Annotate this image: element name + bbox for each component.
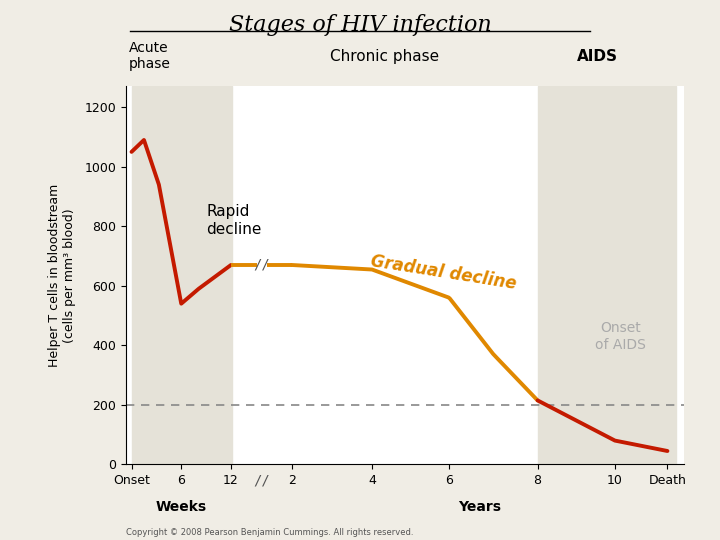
Text: Weeks: Weeks xyxy=(156,500,207,514)
Text: Onset
of AIDS: Onset of AIDS xyxy=(595,321,646,352)
Text: Gradual decline: Gradual decline xyxy=(369,252,518,293)
Bar xyxy=(538,86,675,464)
Y-axis label: Helper T cells in bloodstream
(cells per mm³ blood): Helper T cells in bloodstream (cells per… xyxy=(48,184,76,367)
Text: Copyright © 2008 Pearson Benjamin Cummings. All rights reserved.: Copyright © 2008 Pearson Benjamin Cummin… xyxy=(126,528,413,537)
Text: //: // xyxy=(253,474,270,488)
Text: //: // xyxy=(253,258,270,272)
Bar xyxy=(132,86,232,464)
Text: Years: Years xyxy=(458,500,501,514)
Text: Chronic phase: Chronic phase xyxy=(330,49,439,64)
Text: AIDS: AIDS xyxy=(577,49,618,64)
Text: Rapid
decline: Rapid decline xyxy=(206,204,261,237)
Text: Acute
phase: Acute phase xyxy=(129,41,171,71)
Text: Stages of HIV infection: Stages of HIV infection xyxy=(229,14,491,36)
